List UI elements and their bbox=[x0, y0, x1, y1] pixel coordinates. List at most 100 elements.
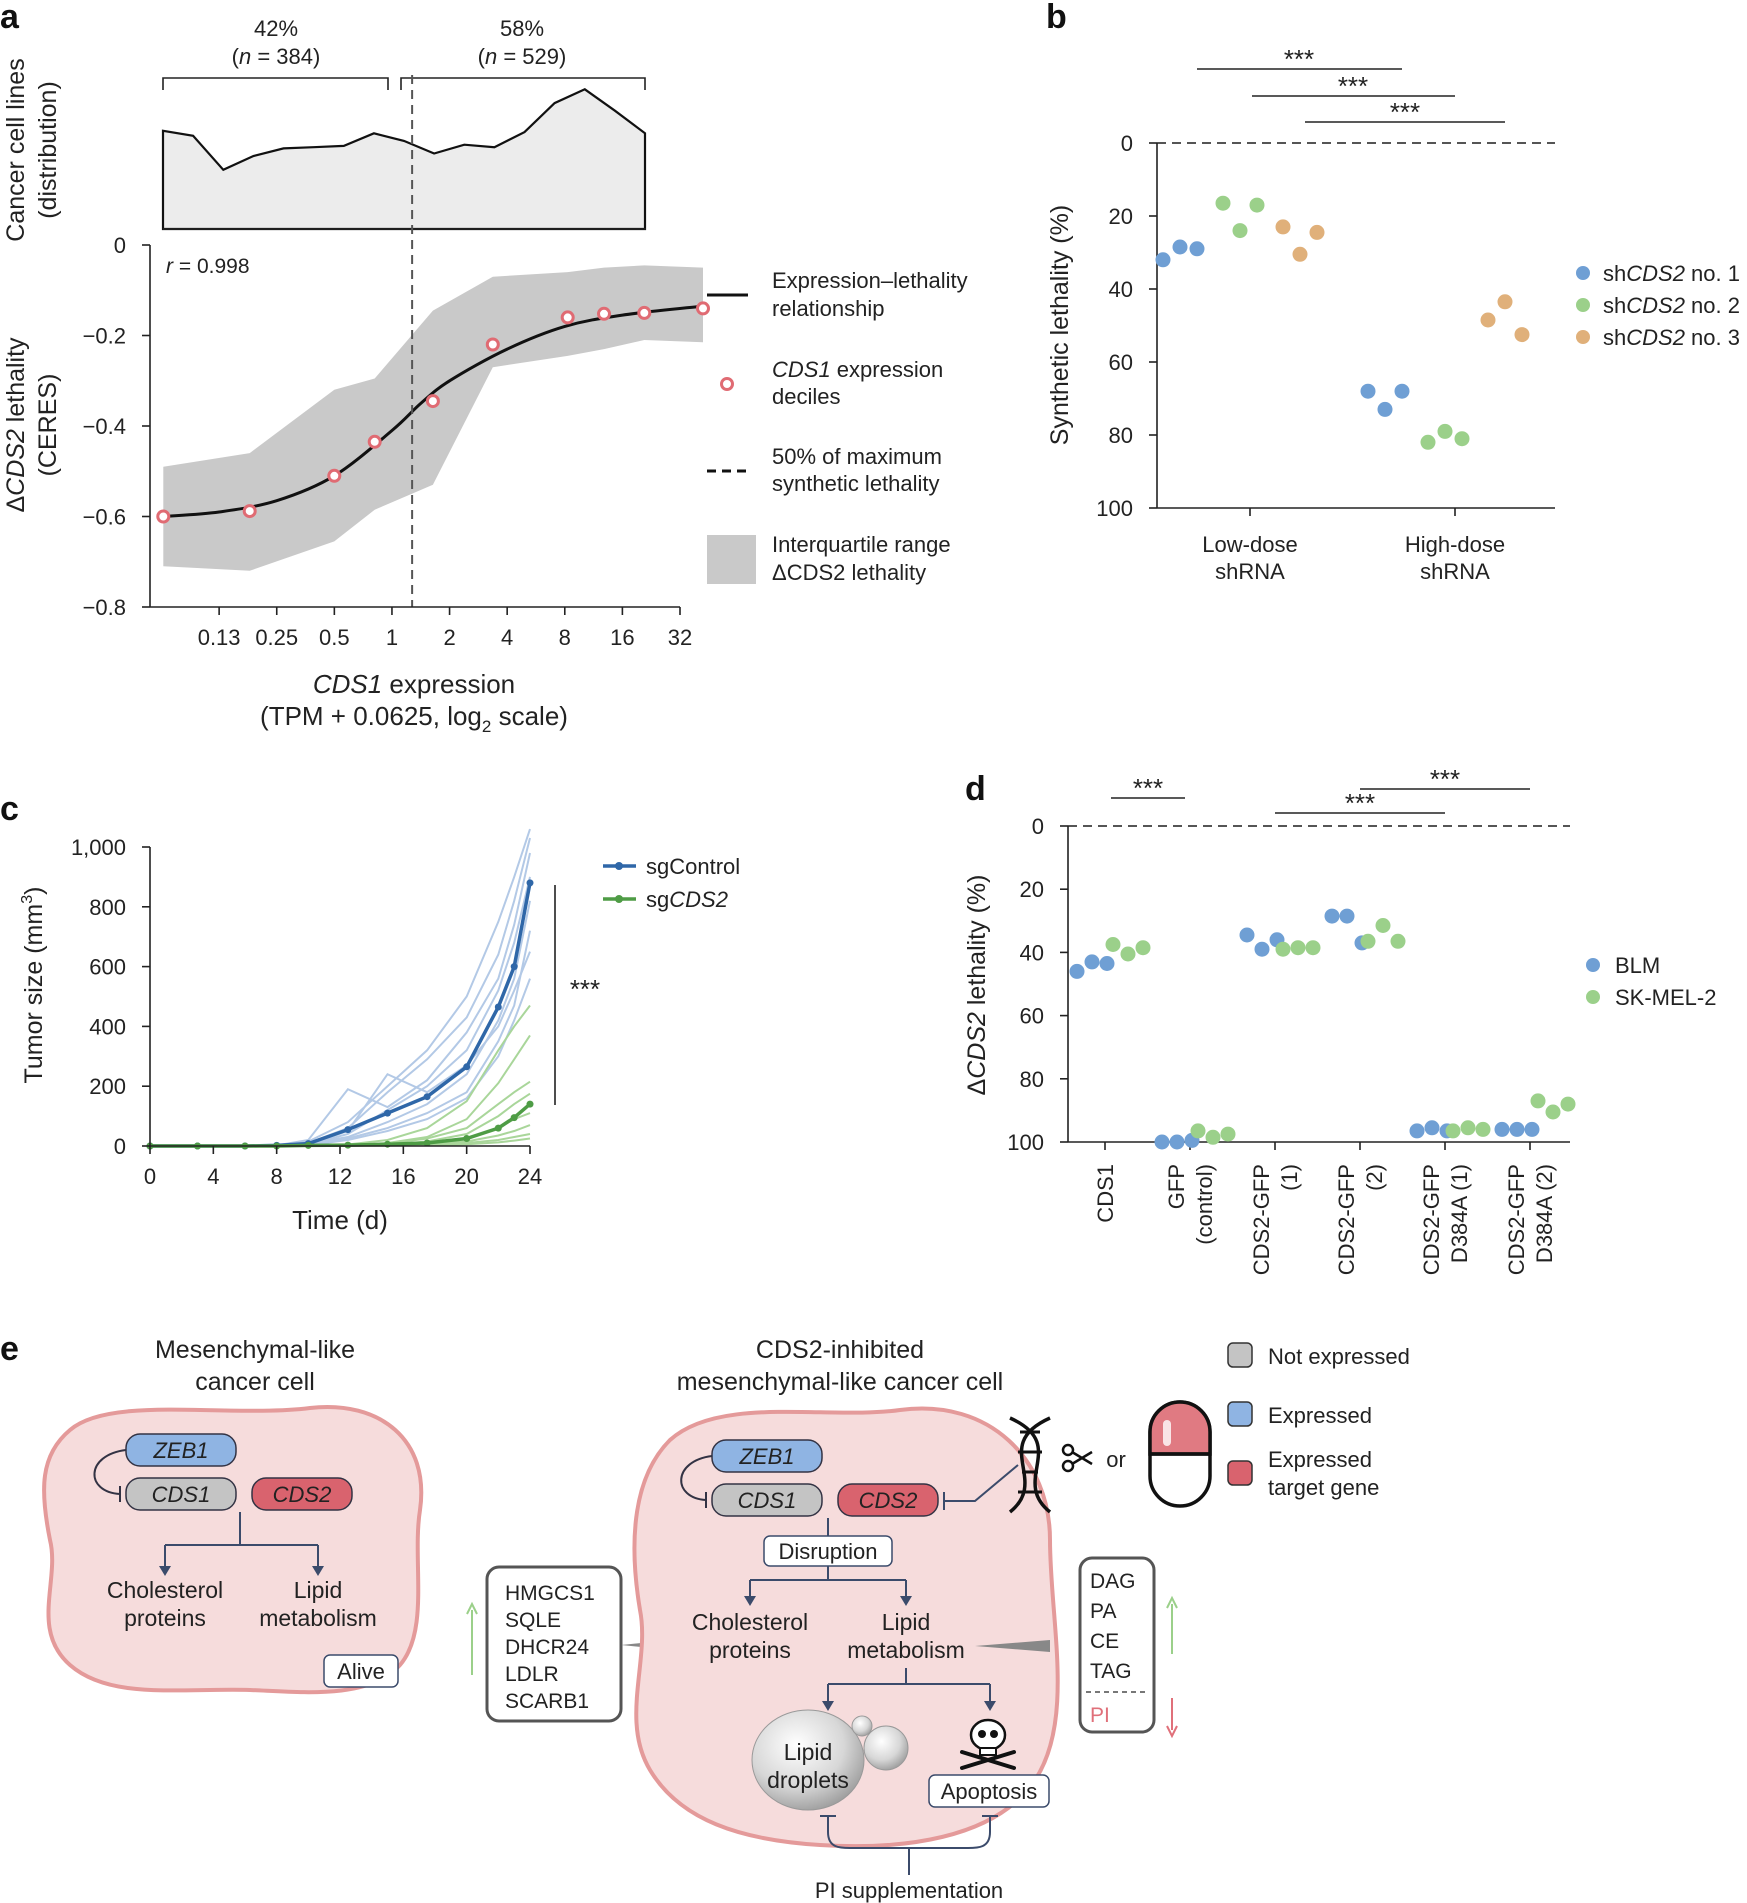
c-xtick-label-6: 24 bbox=[518, 1164, 542, 1189]
d-point-sk-mel-2-3-2 bbox=[1290, 940, 1306, 956]
c-series-2-point-9 bbox=[463, 1135, 471, 1142]
pi-supplementation: PI supplementation bbox=[815, 1878, 1003, 1903]
left-cds1-box bbox=[125, 1477, 237, 1511]
iqr-band bbox=[163, 265, 704, 571]
a-xtick-label-4: 2 bbox=[443, 625, 455, 650]
c-control-mouse-4 bbox=[150, 876, 531, 1147]
b-ytick-label-4: 80 bbox=[1109, 423, 1133, 448]
legend-red-box bbox=[1227, 1460, 1253, 1486]
bracket-left bbox=[162, 77, 389, 90]
legend-blue-box bbox=[1227, 1401, 1253, 1427]
apoptosis-box bbox=[928, 1774, 1050, 1808]
a-xlabel: CDS1 expression bbox=[313, 669, 515, 699]
distribution-area bbox=[161, 88, 647, 231]
legend-box-text-1: Interquartile range bbox=[772, 532, 951, 557]
b-point-low-2-2 bbox=[1232, 223, 1248, 239]
b-point-high-1-1 bbox=[1360, 383, 1376, 399]
b-point-high-3-3 bbox=[1514, 327, 1530, 343]
correlation-annotation: r = 0.998 bbox=[166, 255, 250, 278]
pi-down-arrowhead bbox=[1166, 1725, 1178, 1739]
decile-point-8 bbox=[597, 306, 611, 321]
a-xlabel-2: (TPM + 0.0625, log2 scale) bbox=[260, 701, 568, 736]
b-point-low-1-1 bbox=[1155, 252, 1171, 268]
b-point-low-1-3 bbox=[1189, 241, 1205, 257]
c-ylabel: Tumor size (mm3) bbox=[19, 887, 48, 1084]
alive-label: Alive bbox=[337, 1659, 385, 1684]
d-legend-dot-1 bbox=[1586, 958, 1600, 972]
left-repression-arc bbox=[93, 1449, 127, 1495]
b-xtick-label-0-1: shRNA bbox=[1215, 559, 1285, 584]
d-sig-3: *** bbox=[1430, 764, 1460, 794]
left-cds2-box bbox=[251, 1477, 353, 1511]
c-series-2-point-10 bbox=[494, 1124, 502, 1132]
b-point-low-2-1 bbox=[1215, 195, 1231, 211]
b-ylabel: Synthetic lethality (%) bbox=[1046, 205, 1074, 445]
d-point-blm-2-2 bbox=[1169, 1134, 1185, 1150]
c-series-2-point-11 bbox=[510, 1114, 518, 1122]
right-cell-body bbox=[632, 1406, 1060, 1849]
gene-ldlr: LDLR bbox=[505, 1663, 559, 1686]
d-point-sk-mel-2-1-3 bbox=[1135, 940, 1151, 956]
d-xtick-label-3-1: (2) bbox=[1362, 1164, 1387, 1191]
d-sig-2: *** bbox=[1345, 788, 1375, 818]
d-ylabel: ΔCDS2 lethality (%) bbox=[963, 875, 991, 1096]
b-legend: shCDS2 no. 1 shCDS2 no. 2 shCDS2 no. 3 bbox=[1576, 261, 1740, 350]
b-point-low-3-2 bbox=[1292, 246, 1308, 262]
c-xtick-label-2: 8 bbox=[271, 1164, 283, 1189]
dna-icon bbox=[1008, 1416, 1052, 1514]
b-legend-dot-3 bbox=[1576, 330, 1590, 344]
d-ytick-label-0: 0 bbox=[1032, 814, 1044, 839]
d-point-sk-mel-2-5-3 bbox=[1475, 1121, 1491, 1137]
panel-e-diagram: Not expressed Expressed Expressed target… bbox=[42, 1336, 1410, 1903]
b-legend-label-3: shCDS2 no. 3 bbox=[1603, 325, 1740, 350]
panel-a-legend: Expression–lethality relationship CDS1 e… bbox=[707, 268, 968, 585]
legend-dashed-text-2: synthetic lethality bbox=[772, 471, 940, 496]
a-xtick-label-2: 0.5 bbox=[319, 625, 350, 650]
c-ytick-label-1: 200 bbox=[89, 1074, 126, 1099]
b-legend-dot-1 bbox=[1576, 266, 1590, 280]
left-lipid-1: Lipid bbox=[294, 1577, 343, 1603]
decile-point-3 bbox=[327, 468, 342, 483]
distribution-ylabel-1: Cancer cell lines bbox=[2, 58, 30, 241]
legend-circle-symbol bbox=[720, 377, 734, 391]
decile-point-9 bbox=[637, 305, 652, 320]
lipids-up-arrowhead bbox=[1166, 1595, 1178, 1609]
a-ytick-label-1: −0.2 bbox=[83, 324, 126, 349]
a-xtick-label-6: 8 bbox=[559, 625, 571, 650]
d-legend-dot-2 bbox=[1586, 990, 1600, 1004]
b-xtick-label-1-1: shRNA bbox=[1420, 559, 1490, 584]
d-point-sk-mel-2-4-1 bbox=[1360, 933, 1376, 949]
d-point-sk-mel-2-6-3 bbox=[1560, 1096, 1576, 1112]
legend-expressed: Expressed bbox=[1268, 1403, 1372, 1428]
c-ytick-label-0: 0 bbox=[114, 1134, 126, 1159]
panel-label-b: b bbox=[1046, 0, 1067, 36]
d-ytick-label-3: 60 bbox=[1020, 1004, 1044, 1029]
d-point-blm-6-2 bbox=[1509, 1121, 1525, 1137]
b-ytick-label-1: 20 bbox=[1109, 204, 1133, 229]
b-ytick-label-3: 60 bbox=[1109, 350, 1133, 375]
right-cds2: CDS2 bbox=[859, 1488, 918, 1513]
panel-label-c: c bbox=[0, 790, 19, 828]
b-point-high-1-2 bbox=[1377, 401, 1393, 417]
lipid-box bbox=[1078, 1556, 1156, 1734]
legend-grey-box bbox=[1227, 1342, 1253, 1368]
d-point-sk-mel-2-1-2 bbox=[1120, 946, 1136, 962]
d-point-sk-mel-2-5-1 bbox=[1445, 1123, 1461, 1139]
a-ytick-label-0: 0 bbox=[114, 233, 126, 258]
right-lower-branch bbox=[827, 1668, 991, 1705]
lipid-droplet-small bbox=[851, 1715, 873, 1737]
a-xtick-label-5: 4 bbox=[501, 625, 513, 650]
b-ytick-label-0: 0 bbox=[1121, 131, 1133, 156]
right-branch-arrows bbox=[749, 1566, 907, 1600]
bracket-right bbox=[400, 77, 646, 90]
disruption-label: Disruption bbox=[778, 1539, 877, 1564]
d-point-sk-mel-2-6-1 bbox=[1530, 1093, 1546, 1109]
left-cds1: CDS1 bbox=[152, 1482, 211, 1507]
right-repression-arc bbox=[680, 1455, 713, 1501]
left-cell-title-2: cancer cell bbox=[195, 1368, 315, 1396]
a-ylabel: ΔCDS2 lethality bbox=[2, 337, 30, 513]
panel-a-main-chart: 0 −0.2 −0.4 −0.6 −0.8 0.13 0.25 0.5 1 2 4 8 16 32 r … bbox=[2, 75, 710, 736]
lipid-pi: PI bbox=[1090, 1704, 1110, 1727]
c-control-mouse-3 bbox=[150, 852, 531, 1147]
b-point-high-3-1 bbox=[1480, 312, 1496, 328]
